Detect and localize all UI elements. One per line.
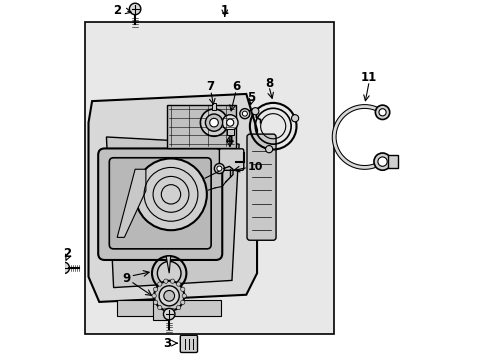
Circle shape [176,305,181,310]
Circle shape [373,153,390,170]
Text: 7: 7 [206,80,214,93]
Circle shape [222,115,238,131]
Text: 6: 6 [232,80,240,93]
Circle shape [209,118,218,127]
Circle shape [242,111,247,116]
Text: 10: 10 [247,162,263,172]
Circle shape [154,281,184,311]
Circle shape [378,109,386,116]
Circle shape [163,279,168,283]
Circle shape [291,114,298,122]
FancyBboxPatch shape [219,149,244,170]
Text: 8: 8 [264,77,272,90]
Circle shape [153,287,158,292]
Bar [226,130,233,135]
Bar [117,300,221,316]
Bar [211,103,216,110]
Text: 11: 11 [361,71,377,84]
Circle shape [163,291,174,301]
Wedge shape [166,256,170,273]
Circle shape [200,109,227,136]
Polygon shape [117,169,145,237]
Circle shape [214,163,224,174]
Circle shape [180,300,184,305]
Circle shape [170,279,174,283]
Circle shape [205,114,222,131]
Circle shape [170,309,174,313]
FancyBboxPatch shape [180,335,197,352]
FancyBboxPatch shape [109,158,211,249]
Circle shape [226,119,233,126]
Circle shape [217,166,222,171]
Circle shape [239,109,249,119]
Text: 2: 2 [112,4,121,17]
Circle shape [153,300,158,305]
Circle shape [152,294,156,298]
Bar [387,155,397,168]
FancyBboxPatch shape [98,148,222,260]
Circle shape [159,286,179,306]
Circle shape [251,108,258,115]
Circle shape [265,145,272,153]
Circle shape [377,157,386,166]
Text: 4: 4 [225,134,233,147]
Bar [85,22,333,334]
Text: 9: 9 [122,272,130,285]
Circle shape [129,3,141,15]
Bar [167,105,235,148]
Circle shape [157,305,162,310]
FancyBboxPatch shape [246,134,276,240]
Polygon shape [106,137,239,288]
Text: 1: 1 [220,4,228,17]
Bar [153,298,167,320]
Circle shape [375,105,389,120]
Circle shape [163,309,175,320]
Circle shape [135,158,206,230]
Circle shape [176,282,181,286]
Text: 2: 2 [63,247,71,260]
Circle shape [163,309,168,313]
Circle shape [180,287,184,292]
Circle shape [182,294,186,298]
Circle shape [58,262,69,274]
Circle shape [157,261,181,285]
Text: 3: 3 [163,337,171,350]
Circle shape [157,282,162,286]
Text: 5: 5 [247,91,255,104]
Polygon shape [88,94,257,302]
